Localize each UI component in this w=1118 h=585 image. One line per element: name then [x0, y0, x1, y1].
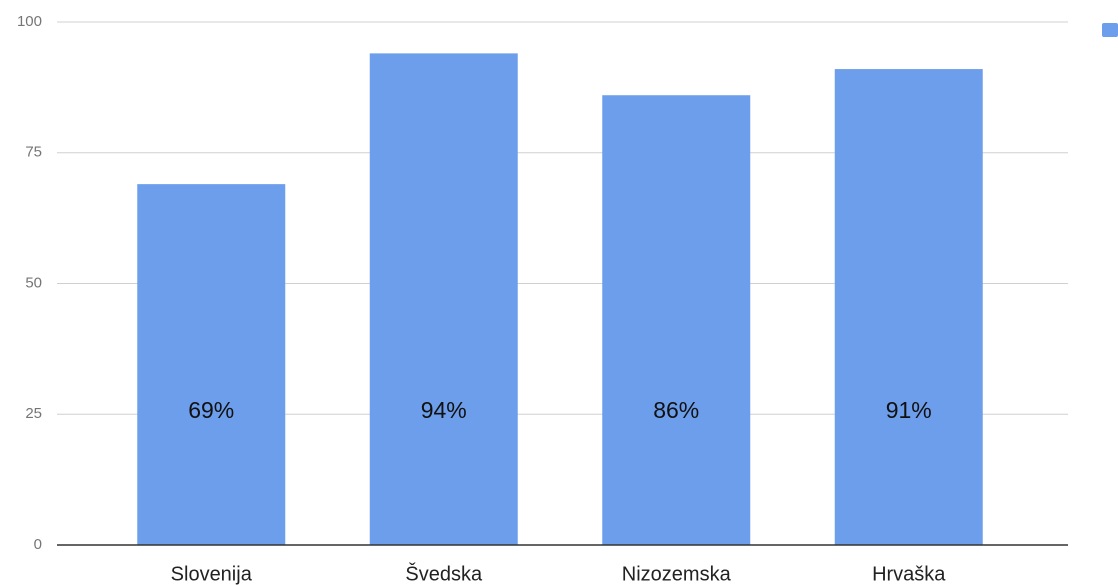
- bar: [137, 184, 286, 545]
- y-tick-label: 100: [17, 13, 42, 30]
- y-tick-label: 50: [25, 274, 42, 291]
- x-tick-label: Švedska: [405, 562, 483, 585]
- x-tick-label: Nizozemska: [622, 563, 732, 585]
- x-tick-label: Hrvaška: [872, 563, 946, 585]
- value-label: 91%: [886, 397, 932, 423]
- bar: [369, 53, 518, 545]
- bar: [602, 95, 751, 545]
- legend-swatch: [1102, 23, 1118, 37]
- value-label: 69%: [188, 397, 234, 423]
- x-tick-label: Slovenija: [171, 563, 253, 585]
- y-tick-label: 25: [25, 405, 42, 422]
- bar: [834, 69, 983, 545]
- y-tick-label: 0: [34, 536, 42, 553]
- y-tick-label: 75: [25, 144, 42, 161]
- value-label: 86%: [653, 397, 699, 423]
- value-label: 94%: [421, 397, 467, 423]
